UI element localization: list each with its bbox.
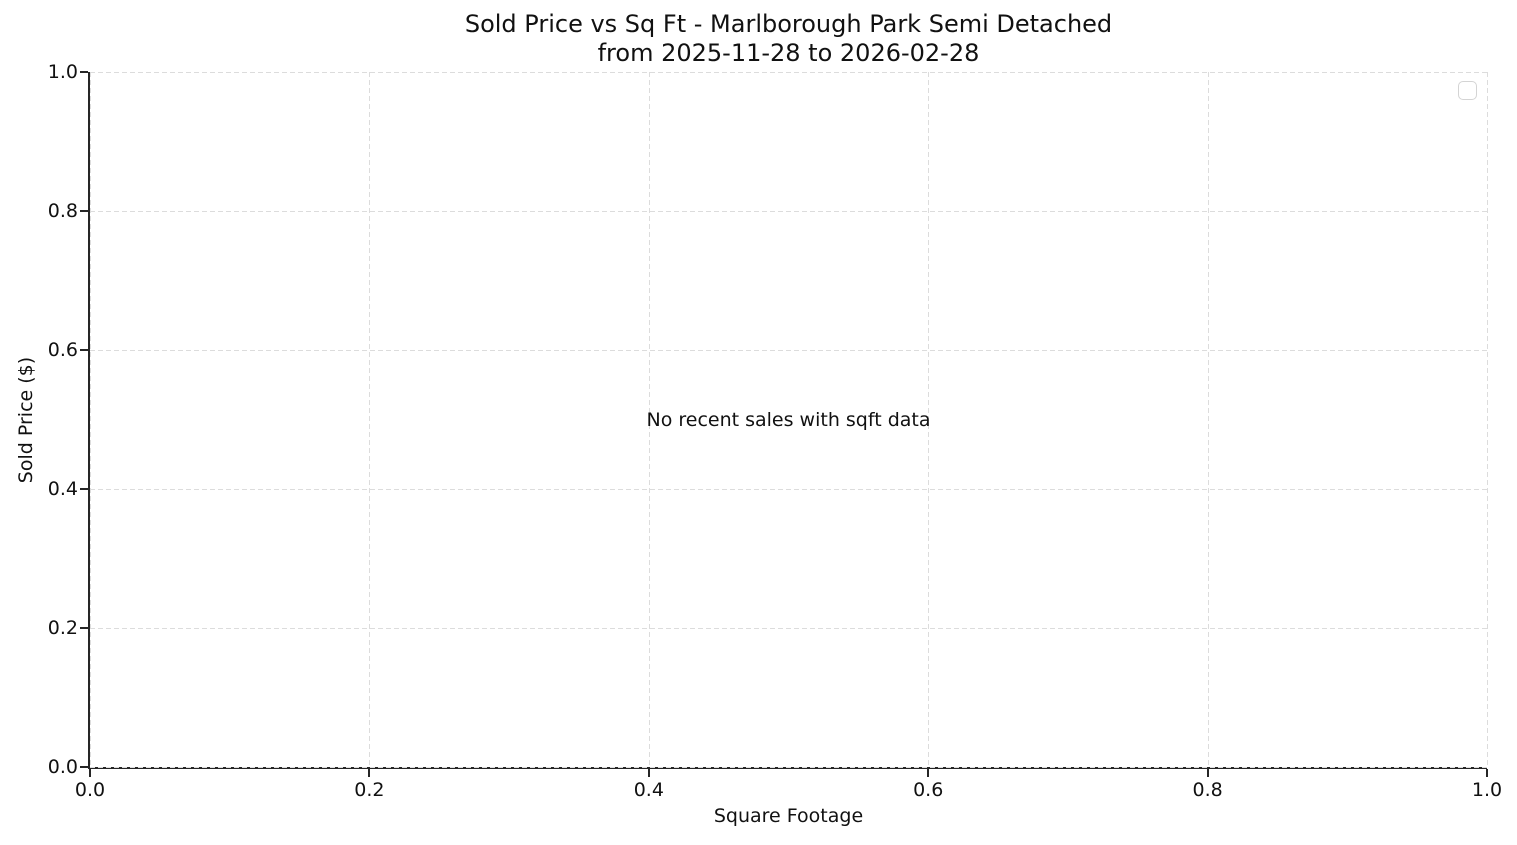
x-tick-label: 0.4 bbox=[633, 779, 664, 801]
y-tick-mark bbox=[80, 71, 88, 73]
y-tick-mark bbox=[80, 349, 88, 351]
gridline-vertical bbox=[1207, 72, 1209, 767]
gridline-horizontal bbox=[90, 211, 1487, 212]
x-axis-label: Square Footage bbox=[713, 805, 864, 827]
gridline-vertical bbox=[369, 72, 371, 767]
x-tick-mark bbox=[368, 769, 371, 777]
y-tick-label: 0.0 bbox=[47, 756, 78, 778]
y-tick-mark bbox=[80, 210, 88, 212]
x-tick-mark bbox=[89, 769, 91, 777]
y-tick-mark bbox=[80, 766, 88, 768]
x-tick-label: 0.8 bbox=[1192, 779, 1223, 801]
no-data-annotation: No recent sales with sqft data bbox=[646, 408, 931, 431]
chart-title-line2: from 2025-11-28 to 2026-02-28 bbox=[597, 39, 980, 67]
x-tick-mark bbox=[927, 769, 930, 777]
y-tick-label: 0.2 bbox=[47, 617, 78, 639]
y-tick-mark bbox=[80, 488, 88, 490]
gridline-vertical bbox=[90, 72, 91, 767]
gridline-horizontal bbox=[90, 489, 1487, 490]
y-tick-label: 0.6 bbox=[47, 339, 78, 361]
gridline-horizontal bbox=[90, 350, 1487, 351]
y-tick-label: 1.0 bbox=[47, 61, 78, 83]
y-tick-mark bbox=[80, 627, 88, 629]
x-tick-label: 1.0 bbox=[1471, 779, 1503, 801]
y-axis-label: Sold Price ($) bbox=[15, 356, 37, 484]
gridline-horizontal bbox=[90, 628, 1487, 629]
x-tick-mark bbox=[647, 769, 650, 777]
x-tick-mark bbox=[1206, 769, 1209, 777]
x-tick-label: 0.6 bbox=[913, 779, 944, 801]
legend-box bbox=[1458, 81, 1477, 100]
y-tick-label: 0.4 bbox=[47, 478, 78, 500]
x-tick-label: 0.0 bbox=[74, 779, 106, 801]
chart-title-line1: Sold Price vs Sq Ft - Marlborough Park S… bbox=[464, 10, 1113, 38]
gridline-horizontal bbox=[90, 767, 1487, 768]
x-tick-mark bbox=[1486, 769, 1488, 777]
chart-title: Sold Price vs Sq Ft - Marlborough Park S… bbox=[90, 10, 1487, 68]
gridline-vertical bbox=[1487, 72, 1488, 767]
x-tick-label: 0.2 bbox=[354, 779, 385, 801]
gridline-horizontal bbox=[90, 72, 1487, 73]
y-tick-label: 0.8 bbox=[47, 200, 78, 222]
plot-area: 0.0 0.2 0.4 0.6 0.8 1.0 0.0 0.2 0.4 0.6 0.8 1.0 No … bbox=[48, 61, 1502, 801]
